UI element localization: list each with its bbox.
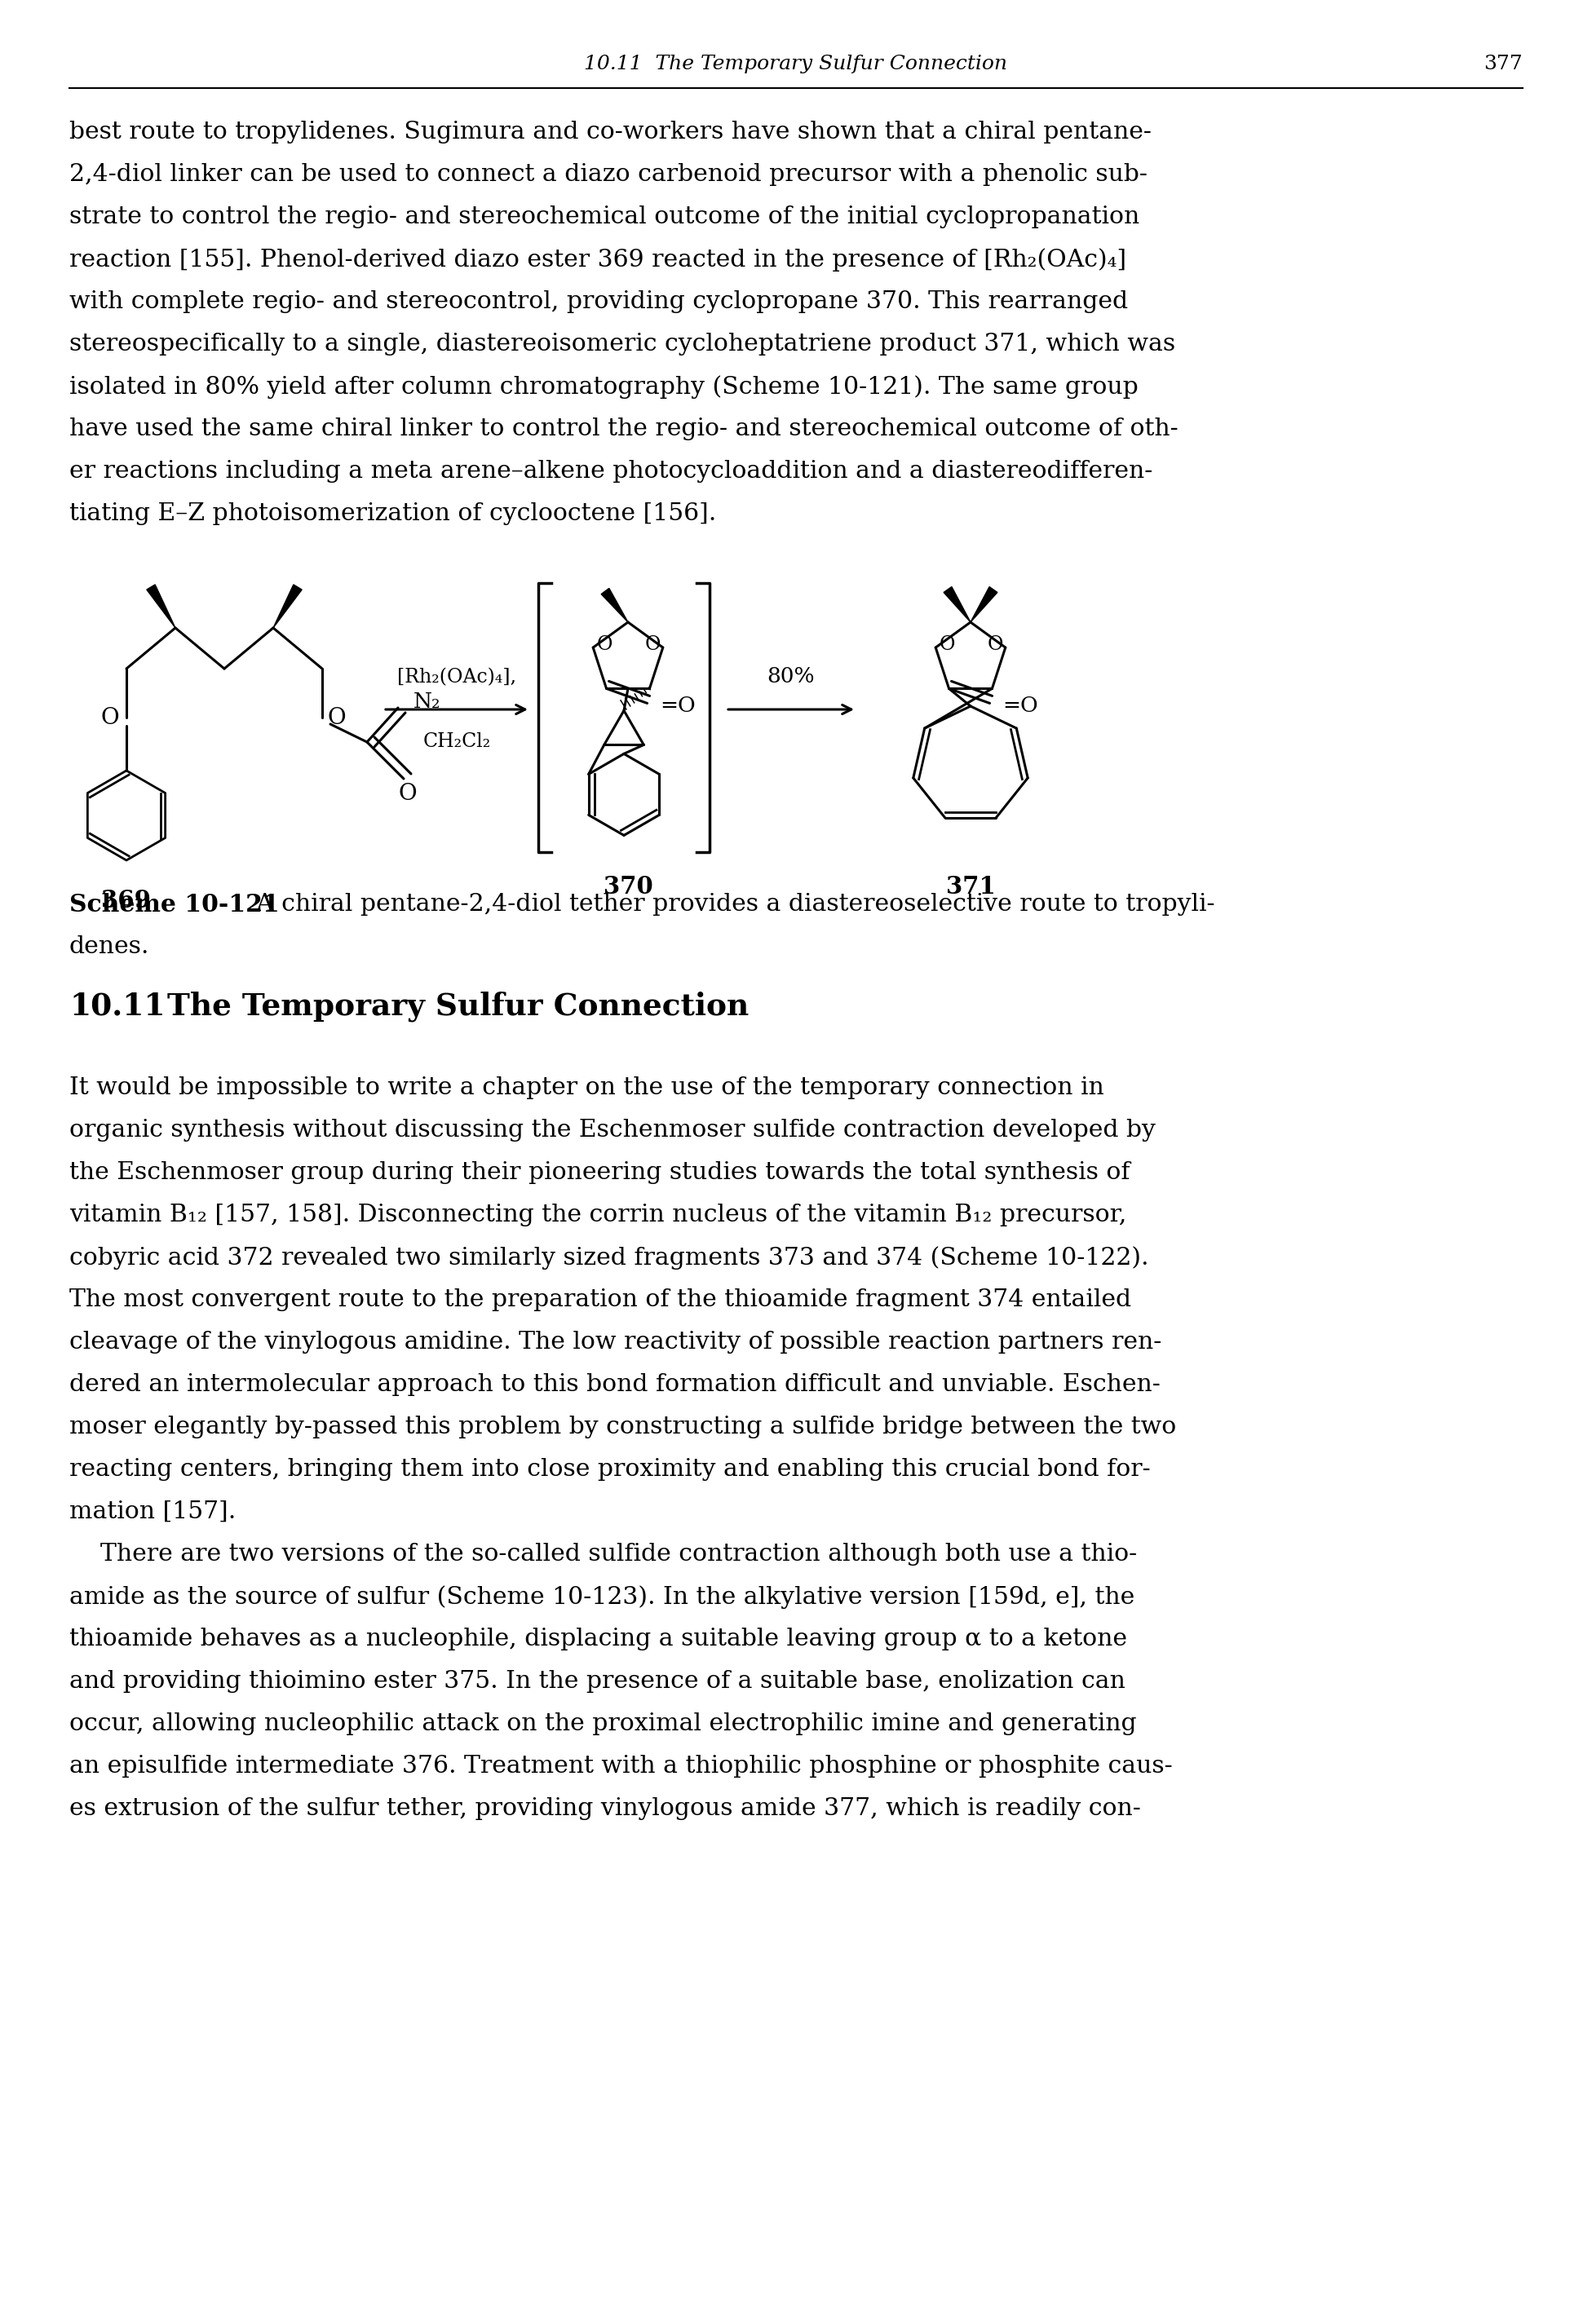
Polygon shape: [602, 588, 627, 623]
Text: have used the same chiral linker to control the regio- and stereochemical outcom: have used the same chiral linker to cont…: [70, 418, 1178, 439]
Text: O: O: [328, 706, 345, 730]
Text: O: O: [987, 634, 1003, 653]
Text: dered an intermolecular approach to this bond formation difficult and unviable. : dered an intermolecular approach to this…: [70, 1373, 1161, 1397]
Text: [Rh₂(OAc)₄],: [Rh₂(OAc)₄],: [396, 667, 516, 686]
Text: cobyric acid 372 revealed two similarly sized fragments 373 and 374 (Scheme 10-1: cobyric acid 372 revealed two similarly …: [70, 1246, 1149, 1269]
Text: 371: 371: [946, 874, 995, 899]
Text: tiating E–Z photoisomerization of cyclooctene [156].: tiating E–Z photoisomerization of cycloo…: [70, 502, 716, 525]
Text: isolated in 80% yield after column chromatography (Scheme 10-121). The same grou: isolated in 80% yield after column chrom…: [70, 374, 1138, 400]
Text: O: O: [398, 783, 417, 804]
Text: mation [157].: mation [157].: [70, 1501, 236, 1522]
Text: cleavage of the vinylogous amidine. The low reactivity of possible reaction part: cleavage of the vinylogous amidine. The …: [70, 1332, 1162, 1353]
Polygon shape: [146, 586, 175, 627]
Text: The most convergent route to the preparation of the thioamide fragment 374 entai: The most convergent route to the prepara…: [70, 1287, 1132, 1311]
Text: vitamin B₁₂ [157, 158]. Disconnecting the corrin nucleus of the vitamin B₁₂ prec: vitamin B₁₂ [157, 158]. Disconnecting th…: [70, 1204, 1127, 1227]
Text: 10.11: 10.11: [70, 990, 166, 1020]
Text: an episulfide intermediate 376. Treatment with a thiophilic phosphine or phosphi: an episulfide intermediate 376. Treatmen…: [70, 1755, 1173, 1778]
Text: O: O: [939, 634, 955, 653]
Text: CH₂Cl₂: CH₂Cl₂: [423, 732, 490, 751]
Text: denes.: denes.: [70, 934, 150, 957]
Text: It would be impossible to write a chapter on the use of the temporary connection: It would be impossible to write a chapte…: [70, 1076, 1105, 1099]
Text: strate to control the regio- and stereochemical outcome of the initial cycloprop: strate to control the regio- and stereoc…: [70, 205, 1140, 228]
Text: =O: =O: [1003, 695, 1038, 716]
Text: =O: =O: [661, 695, 696, 716]
Polygon shape: [971, 586, 997, 623]
Text: er reactions including a meta arene–alkene photocycloaddition and a diastereodif: er reactions including a meta arene–alke…: [70, 460, 1153, 483]
Text: The Temporary Sulfur Connection: The Temporary Sulfur Connection: [167, 990, 748, 1020]
Text: 370: 370: [603, 874, 653, 899]
Polygon shape: [274, 586, 302, 627]
Text: reacting centers, bringing them into close proximity and enabling this crucial b: reacting centers, bringing them into clo…: [70, 1457, 1151, 1480]
Text: and providing thioimino ester 375. In the presence of a suitable base, enolizati: and providing thioimino ester 375. In th…: [70, 1671, 1126, 1692]
Text: es extrusion of the sulfur tether, providing vinylogous amide 377, which is read: es extrusion of the sulfur tether, provi…: [70, 1796, 1141, 1820]
Text: the Eschenmoser group during their pioneering studies towards the total synthesi: the Eschenmoser group during their pione…: [70, 1162, 1130, 1183]
Polygon shape: [944, 586, 971, 623]
Text: best route to tropylidenes. Sugimura and co-workers have shown that a chiral pen: best route to tropylidenes. Sugimura and…: [70, 121, 1151, 144]
Text: organic synthesis without discussing the Eschenmoser sulfide contraction develop: organic synthesis without discussing the…: [70, 1118, 1156, 1141]
Text: O: O: [645, 634, 661, 653]
Text: with complete regio- and stereocontrol, providing cyclopropane 370. This rearran: with complete regio- and stereocontrol, …: [70, 290, 1129, 314]
Text: N₂: N₂: [412, 690, 441, 711]
Text: Scheme 10-121: Scheme 10-121: [70, 892, 280, 916]
Text: thioamide behaves as a nucleophile, displacing a suitable leaving group α to a k: thioamide behaves as a nucleophile, disp…: [70, 1627, 1127, 1650]
Text: O: O: [597, 634, 613, 653]
Text: reaction [155]. Phenol-derived diazo ester 369 reacted in the presence of [Rh₂(O: reaction [155]. Phenol-derived diazo est…: [70, 249, 1127, 272]
Text: 10.11  The Temporary Sulfur Connection: 10.11 The Temporary Sulfur Connection: [584, 53, 1008, 72]
Text: 369: 369: [102, 888, 151, 913]
Text: There are two versions of the so-called sulfide contraction although both use a : There are two versions of the so-called …: [70, 1543, 1137, 1566]
Text: 377: 377: [1484, 53, 1522, 72]
Text: 2,4-diol linker can be used to connect a diazo carbenoid precursor with a phenol: 2,4-diol linker can be used to connect a…: [70, 163, 1148, 186]
Text: amide as the source of sulfur (Scheme 10-123). In the alkylative version [159d, : amide as the source of sulfur (Scheme 10…: [70, 1585, 1135, 1608]
Text: O: O: [100, 706, 119, 730]
Text: moser elegantly by-passed this problem by constructing a sulfide bridge between : moser elegantly by-passed this problem b…: [70, 1415, 1176, 1439]
Text: stereospecifically to a single, diastereoisomeric cycloheptatriene product 371, : stereospecifically to a single, diastere…: [70, 332, 1175, 356]
Text: A chiral pentane-2,4-diol tether provides a diastereoselective route to tropyli-: A chiral pentane-2,4-diol tether provide…: [240, 892, 1215, 916]
Text: 80%: 80%: [767, 667, 815, 686]
Text: occur, allowing nucleophilic attack on the proximal electrophilic imine and gene: occur, allowing nucleophilic attack on t…: [70, 1713, 1137, 1736]
